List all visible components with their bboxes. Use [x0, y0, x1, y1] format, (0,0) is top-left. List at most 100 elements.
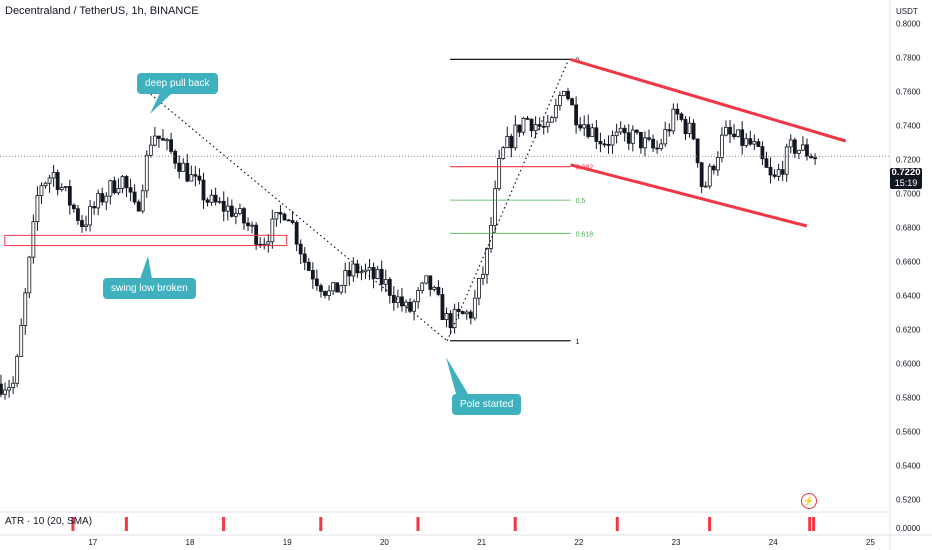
candle-down — [667, 129, 672, 132]
candle-up — [558, 95, 562, 106]
candle-down — [436, 286, 441, 295]
candle-down — [92, 206, 97, 209]
candle-down — [205, 199, 210, 203]
candle-down — [80, 220, 84, 227]
candle-down — [278, 212, 283, 215]
candle-down — [626, 132, 631, 144]
candle-down — [622, 127, 627, 134]
candle-up — [343, 270, 348, 286]
candle-up — [120, 176, 125, 189]
pullback-trendline — [150, 93, 448, 342]
candle-down — [598, 141, 603, 145]
callout-pole-started[interactable]: Pole started — [452, 394, 522, 415]
candle-up — [513, 124, 518, 149]
candle-up — [63, 186, 68, 188]
candle-up — [590, 127, 595, 138]
candle-up — [630, 129, 635, 144]
candle-up — [84, 224, 88, 227]
candle-up — [144, 154, 149, 192]
candle-up — [375, 269, 380, 279]
candle-down — [254, 224, 259, 245]
candle-up — [104, 195, 109, 203]
candle-down — [314, 278, 319, 287]
candle-up — [225, 205, 230, 212]
candle-down — [112, 180, 117, 194]
candle-down — [310, 270, 315, 280]
fib-level-label: 0.618 — [576, 231, 594, 238]
candle-up — [784, 146, 789, 175]
candle-down — [679, 113, 684, 120]
candle-down — [0, 383, 3, 395]
candle-down — [639, 131, 643, 149]
atr-spike-bar — [416, 517, 420, 531]
candle-up — [270, 218, 275, 243]
x-tick-label: 18 — [186, 538, 195, 547]
candle-up — [452, 308, 457, 328]
candle-down — [683, 119, 688, 135]
candle-up — [416, 290, 421, 303]
candle-down — [805, 144, 809, 157]
candle-down — [355, 263, 360, 274]
atr-spike-bar — [319, 517, 323, 531]
callout-deep-pull-back[interactable]: deep pull back — [137, 73, 218, 94]
x-tick-label: 23 — [672, 538, 681, 547]
candle-up — [582, 124, 587, 129]
candle-down — [468, 311, 473, 319]
candle-down — [100, 193, 105, 203]
candle-up — [464, 311, 469, 315]
candle-up — [262, 243, 267, 246]
candle-down — [517, 124, 522, 133]
candle-down — [586, 124, 591, 138]
candle-up — [472, 297, 477, 319]
candle-down — [602, 143, 607, 146]
candle-down — [294, 222, 299, 245]
candle-down — [213, 194, 218, 203]
y-tick-label: 0.5400 — [896, 462, 921, 471]
candle-up — [404, 301, 408, 307]
fib-level-label: 0.5 — [576, 198, 586, 205]
candle-down — [197, 175, 202, 181]
candle-down — [298, 243, 303, 255]
candle-down — [55, 172, 60, 191]
y-tick-label: 0.6600 — [896, 258, 921, 267]
candle-down — [647, 137, 651, 140]
alert-icon[interactable]: ⚡ — [801, 493, 817, 509]
candle-up — [432, 286, 437, 290]
candle-up — [367, 267, 372, 271]
candle-down — [456, 308, 461, 312]
candle-down — [728, 127, 732, 135]
candle-up — [395, 296, 400, 304]
x-tick-label: 21 — [477, 538, 486, 547]
y-tick-label: 0.7600 — [896, 88, 921, 97]
candle-down — [525, 117, 530, 120]
x-tick-label: 22 — [574, 538, 583, 547]
atr-spike-bar — [222, 517, 226, 531]
candle-up — [659, 143, 664, 149]
candle-down — [286, 219, 291, 222]
candle-up — [19, 325, 24, 357]
candle-down — [242, 208, 246, 224]
candle-up — [671, 108, 676, 132]
candle-down — [306, 261, 311, 271]
candle-up — [7, 387, 11, 391]
currency-label: USDT — [896, 7, 918, 16]
fib-level-label: 1 — [576, 339, 580, 346]
candle-up — [39, 185, 44, 196]
candle-down — [128, 187, 133, 193]
candle-up — [663, 129, 668, 145]
candle-down — [594, 127, 599, 142]
callout-swing-low-broken[interactable]: swing low broken — [103, 278, 196, 299]
atr-scale-label: 0.0000 — [896, 524, 921, 533]
candle-down — [323, 290, 327, 296]
x-tick-label: 17 — [88, 538, 97, 547]
atr-indicator-label[interactable]: ATR · 10 (20, SMA) — [5, 516, 93, 527]
candle-down — [760, 146, 765, 160]
atr-spike-bar — [808, 517, 812, 531]
candle-up — [359, 271, 364, 274]
channel-upper-line — [570, 57, 847, 143]
candle-down — [157, 135, 161, 139]
candle-up — [59, 187, 64, 191]
y-tick-label: 0.7000 — [896, 190, 921, 199]
candle-up — [43, 182, 48, 187]
